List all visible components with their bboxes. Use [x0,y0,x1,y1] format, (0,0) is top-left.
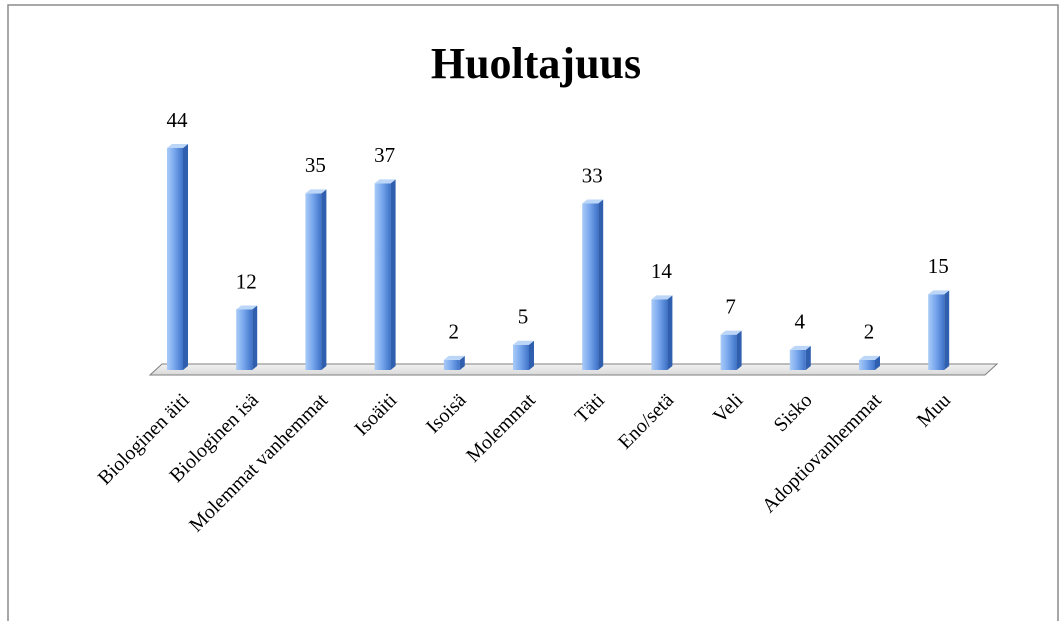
x-tick-label: Sisko [770,389,817,436]
frame [7,4,1059,621]
bar-front [582,203,599,370]
data-label: 2 [864,320,875,344]
data-label: 2 [449,320,460,344]
bar [859,355,880,370]
data-label: 14 [651,259,673,283]
bar-top [374,179,396,184]
bar-top [720,330,742,335]
bar-top [443,355,465,360]
data-label: 44 [167,108,189,132]
x-tick-label: Adoptiovanhemmat [758,389,886,517]
bar [789,345,811,370]
bar-top [305,189,327,194]
data-label: 5 [518,305,529,329]
bar-front [305,193,322,370]
bar-top [582,199,604,204]
bar-side [805,345,811,370]
bar-side [459,355,465,370]
x-tick-label: Isoäiti [350,389,401,440]
bar-front [167,148,183,370]
bar [443,355,465,370]
bar [720,330,742,370]
data-label: 12 [236,269,257,293]
bar-top [651,295,673,300]
bar-side [529,340,534,370]
bar-side [252,305,258,370]
x-tick-label: Täti [571,389,610,428]
x-tick-label: Veli [709,389,748,428]
data-label: 37 [374,143,395,167]
data-label: 7 [725,294,736,318]
x-tick-label: Molemmat vanhemmat [185,389,332,536]
bar-side [667,295,673,370]
bar [651,295,673,370]
data-label: 35 [305,153,326,177]
bar [167,144,188,370]
bar-front [513,344,529,370]
bar [374,179,396,370]
bar-side [875,355,880,370]
bar-front [374,183,391,370]
bar [236,305,258,370]
bar-top [236,305,258,310]
bar [305,189,327,370]
bar-front [236,309,253,370]
bar-front [720,334,737,370]
bar [928,290,950,370]
data-label: 4 [795,310,806,334]
data-label: 33 [582,163,603,187]
bar-side [390,179,396,370]
bar-top [513,340,534,345]
chart-title: Huoltajuus [431,39,641,88]
x-tick-label: Muu [913,389,955,431]
x-tick-label: Isoisä [422,389,471,438]
bar-front [443,359,460,370]
bar-top [859,355,880,360]
data-label: 15 [928,254,949,278]
bar-side [598,199,604,370]
bar [582,199,604,370]
bar-top [167,144,188,148]
bar-side [183,144,188,370]
bar-top [789,345,811,350]
bar-top [928,290,950,295]
bar-front [859,359,875,370]
bar-side [944,290,950,370]
floor [148,363,999,376]
bar-side [321,189,327,370]
x-tick-label: Eno/setä [614,389,678,453]
x-tick-label: Molemmat [462,389,540,467]
bar-side [736,330,742,370]
bar-front [651,299,668,370]
bar [513,340,534,370]
bar-front [789,349,806,370]
bar-front [928,294,945,370]
